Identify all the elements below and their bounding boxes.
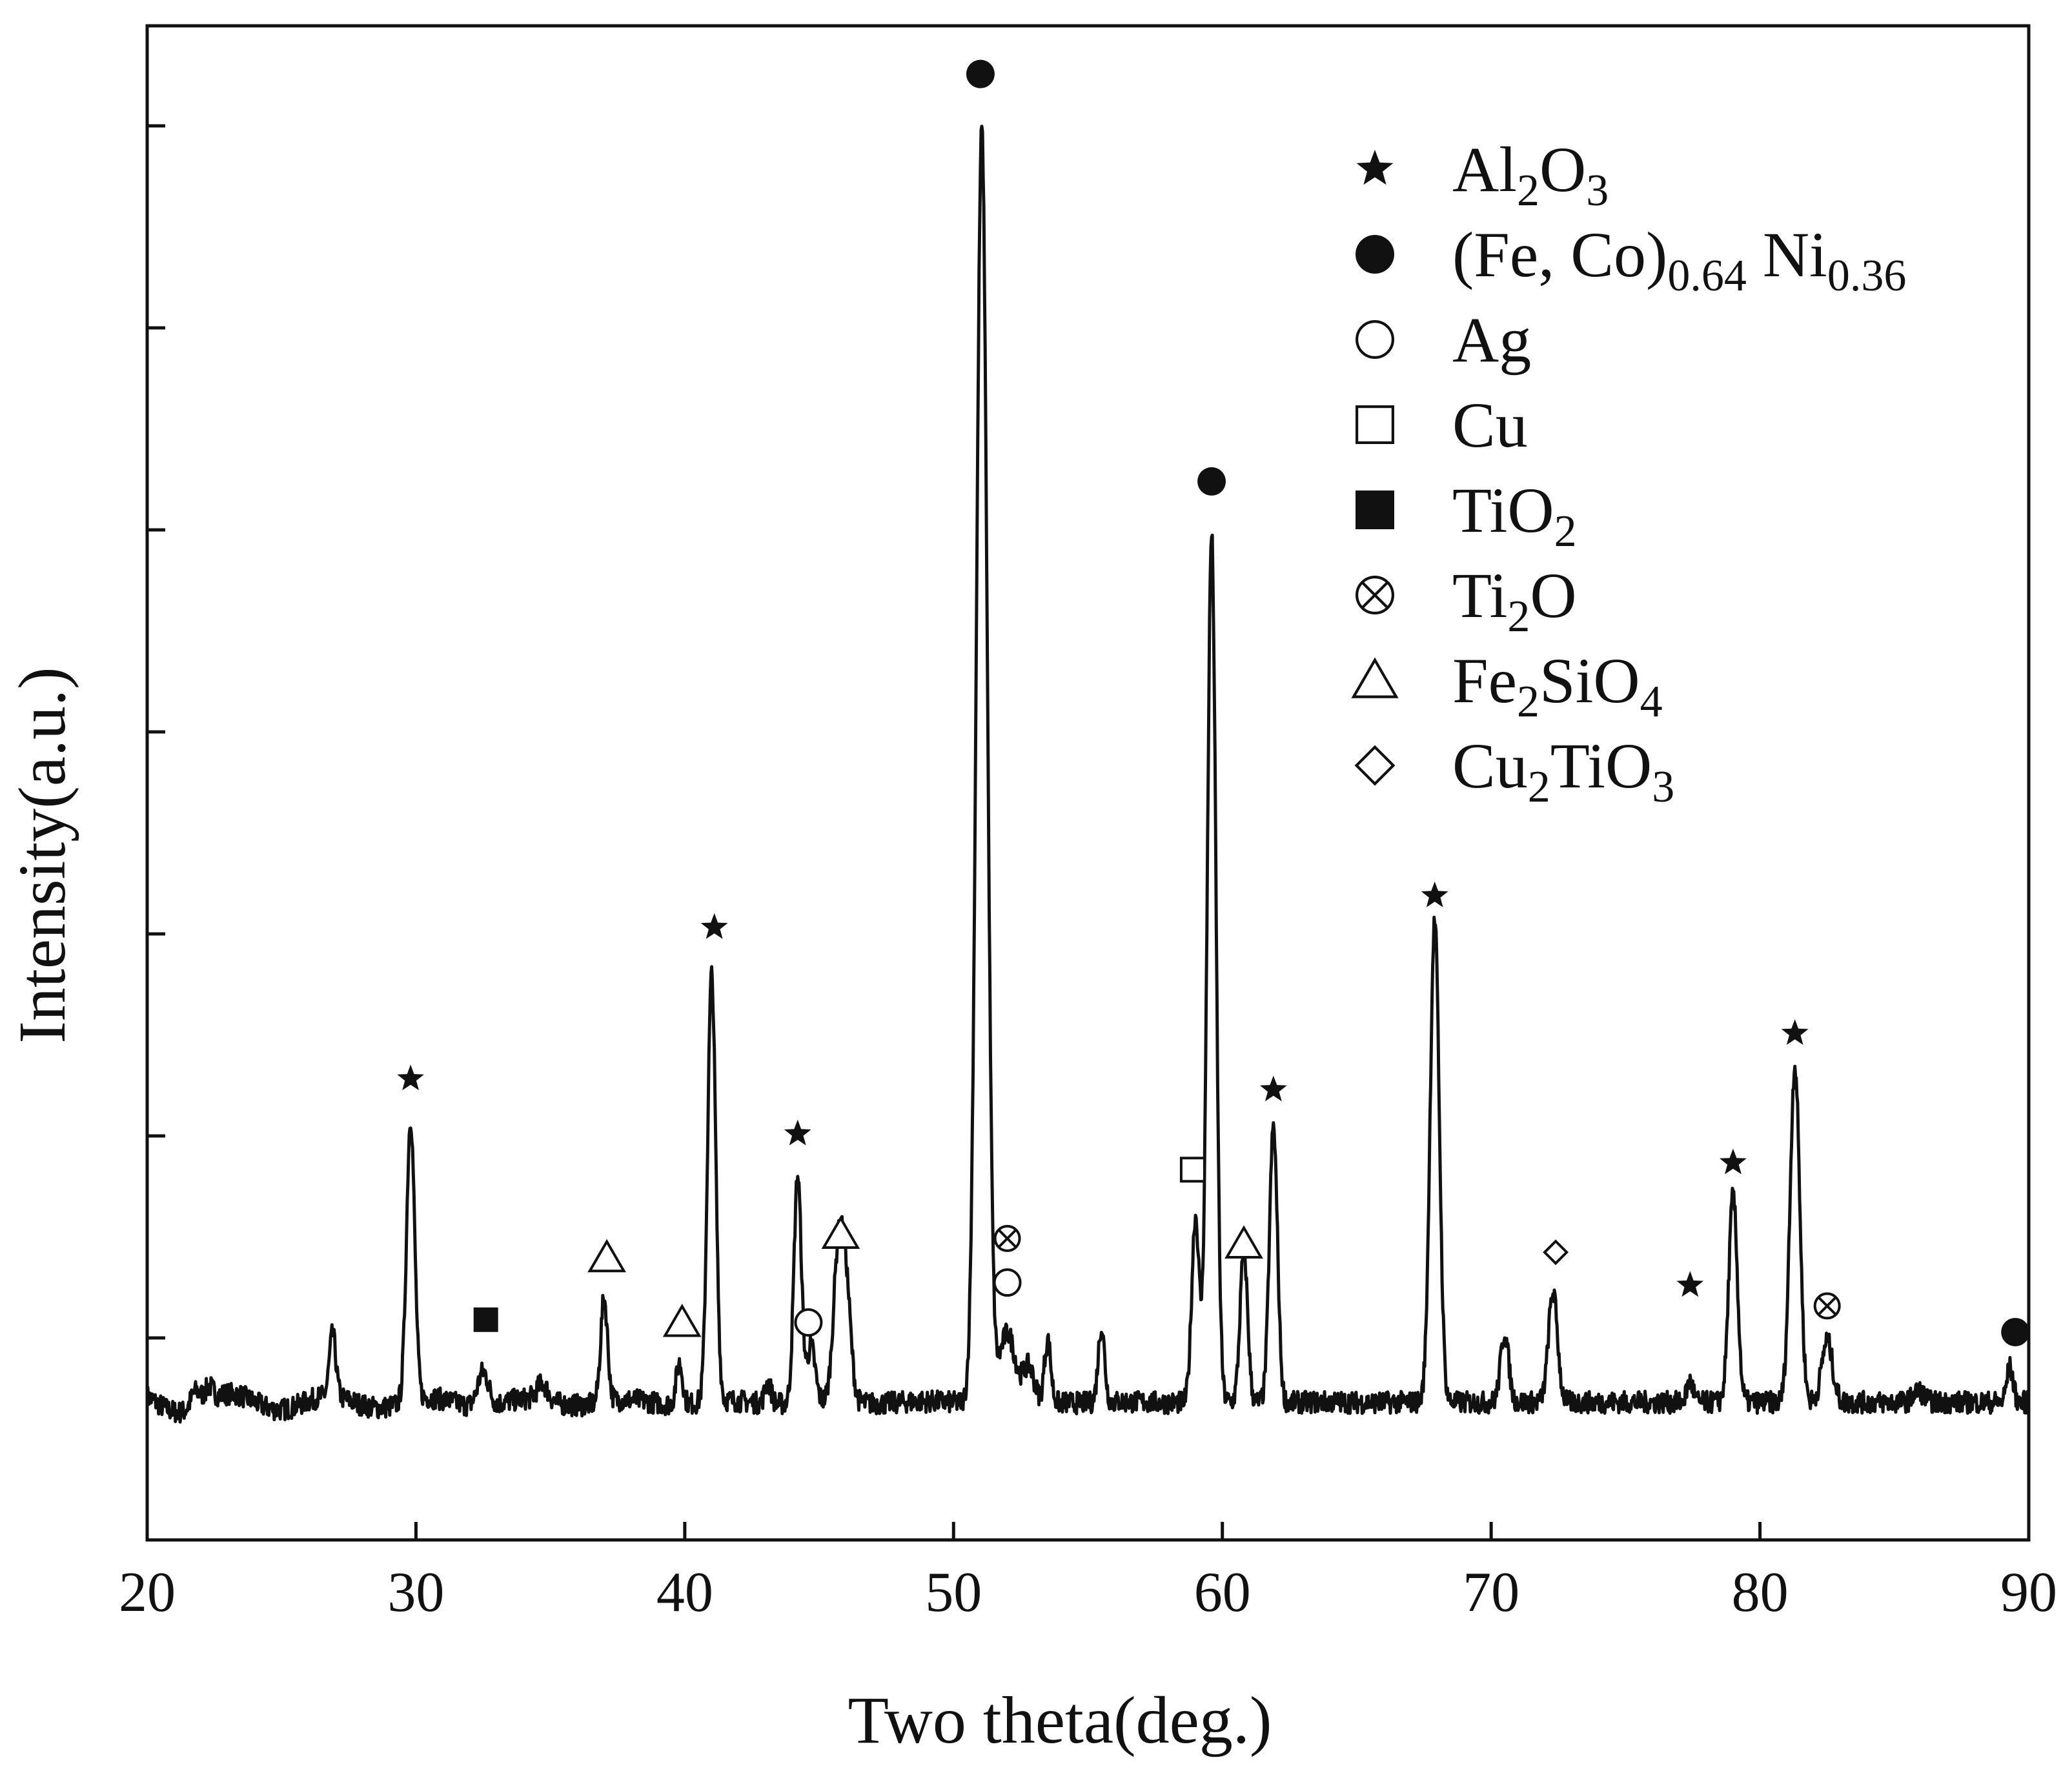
y-axis-ticks <box>147 124 165 1340</box>
peak-marker-open-triangle <box>587 1239 626 1273</box>
x-tick-label: 20 <box>119 1561 176 1624</box>
peak-marker-filled-square <box>473 1307 498 1332</box>
legend-label: (Fe, Co)0.64 Ni0.36 <box>1452 219 1906 301</box>
legend-label: TiO2 <box>1452 474 1577 556</box>
legend-symbol-star <box>1356 150 1394 185</box>
legend-label: Ag <box>1452 304 1531 376</box>
xrd-pattern-line <box>145 125 2031 1424</box>
peak-marker-star <box>1421 881 1448 907</box>
peak-marker-star <box>397 1064 424 1091</box>
legend-label: Fe2SiO4 <box>1452 645 1663 727</box>
legend-symbol-open-triangle <box>1351 657 1399 698</box>
peak-marker-filled-circle <box>966 59 995 88</box>
peak-marker-open-circle <box>993 1268 1022 1297</box>
peak-marker-star <box>1781 1019 1809 1045</box>
legend-label: Ti2O <box>1452 560 1577 642</box>
peak-marker-star <box>784 1119 811 1146</box>
legend-symbol-open-circle <box>1356 320 1395 359</box>
y-axis-label: Intensity(a.u.) <box>5 667 79 1043</box>
peak-marker-filled-circle <box>1197 467 1226 496</box>
peak-marker-circle-cross <box>1813 1292 1841 1320</box>
x-axis-ticks: 20 30 40 50 60 70 80 90 <box>119 1522 2057 1624</box>
legend-symbol-circle-cross <box>1356 575 1395 614</box>
peak-marker-open-triangle <box>662 1303 702 1337</box>
peak-marker-open-circle <box>794 1308 823 1337</box>
peak-marker-star <box>700 913 728 939</box>
legend-symbol-open-square <box>1356 405 1395 444</box>
legend-symbol-open-diamond <box>1354 745 1396 786</box>
peak-marker-open-triangle <box>821 1215 860 1250</box>
x-tick-label: 60 <box>1194 1561 1251 1624</box>
legend-symbol-filled-circle <box>1356 235 1394 274</box>
x-tick-label: 30 <box>387 1561 444 1624</box>
peak-markers <box>397 59 2030 1346</box>
plot-area <box>145 125 2031 1424</box>
legend-label: Al2O3 <box>1452 134 1609 216</box>
peak-marker-star <box>1720 1148 1747 1175</box>
x-axis-label: Two theta(deg.) <box>848 1683 1272 1757</box>
legend-label: Cu2TiO3 <box>1452 730 1674 812</box>
plot-frame <box>145 24 2031 1542</box>
peak-marker-circle-cross <box>993 1224 1021 1252</box>
legend-symbol-filled-square <box>1356 491 1394 529</box>
x-tick-label: 50 <box>925 1561 982 1624</box>
peak-marker-star <box>1259 1075 1287 1102</box>
peak-marker-open-square <box>1179 1157 1206 1183</box>
peak-marker-open-diamond <box>1543 1239 1569 1266</box>
x-tick-label: 40 <box>656 1561 713 1624</box>
x-tick-label: 80 <box>1732 1561 1789 1624</box>
peak-marker-open-triangle <box>1224 1225 1263 1259</box>
legend-label: Cu <box>1452 389 1528 461</box>
peak-marker-filled-circle <box>2001 1317 2030 1346</box>
peak-marker-star <box>1676 1271 1704 1297</box>
x-tick-label: 90 <box>2000 1561 2057 1624</box>
x-tick-label: 70 <box>1463 1561 1519 1624</box>
